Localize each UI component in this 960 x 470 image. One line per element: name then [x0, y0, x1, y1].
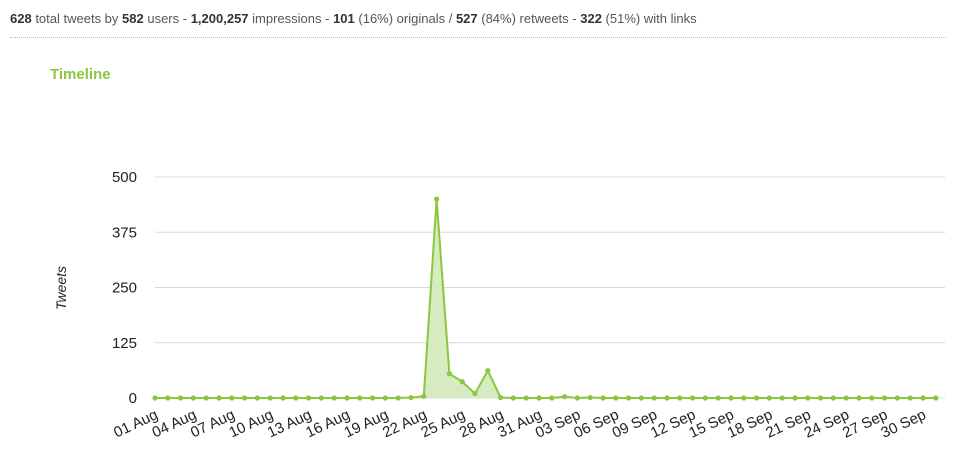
section-title: Timeline [50, 66, 111, 83]
data-point [395, 395, 401, 401]
data-point [894, 395, 901, 401]
data-point [869, 395, 875, 401]
data-point [779, 395, 785, 401]
y-tick-label: 375 [112, 224, 137, 241]
summary-divider [10, 37, 946, 38]
series-area-fill [155, 199, 936, 398]
data-point [370, 395, 376, 401]
data-point [523, 395, 529, 401]
y-tick-label: 125 [112, 335, 137, 352]
data-point [754, 395, 760, 401]
data-point [702, 395, 709, 401]
data-point [306, 395, 312, 401]
data-point [907, 395, 913, 401]
data-point [651, 395, 657, 401]
grid-lines [155, 176, 945, 399]
data-point [613, 395, 619, 401]
summary-line: 628 total tweets by 582 users - 1,200,25… [10, 11, 697, 26]
total-tweets-count: 628 [10, 11, 32, 26]
x-tick-label: 30 Sep [878, 406, 928, 442]
data-point [830, 395, 837, 401]
data-point [587, 394, 593, 401]
data-point [434, 196, 440, 202]
data-point [882, 395, 888, 401]
originals-label: (16%) originals / [354, 11, 456, 26]
data-point [766, 395, 773, 401]
data-point [472, 390, 478, 397]
y-tick-label: 500 [112, 169, 137, 186]
data-point [178, 395, 184, 401]
total-tweets-label: total tweets by [31, 11, 123, 26]
data-point [664, 395, 670, 401]
y-axis-ticks: 0 125 250 375 500 [112, 169, 137, 407]
users-label: users - [143, 11, 191, 26]
links-count: 322 [580, 11, 602, 26]
data-point [190, 395, 196, 401]
data-point [318, 395, 324, 401]
data-point [792, 395, 798, 401]
data-point [203, 395, 209, 401]
data-point [626, 395, 632, 401]
retweets-count: 527 [455, 11, 478, 26]
series-points [152, 196, 939, 401]
data-point [152, 395, 158, 401]
y-tick-label: 0 [129, 390, 137, 407]
data-point [485, 367, 491, 374]
data-point [741, 395, 747, 401]
retweets-label: (84%) retweets - [477, 11, 581, 26]
impressions-label: impressions - [248, 11, 334, 26]
data-point [216, 395, 222, 401]
data-point [818, 395, 824, 401]
impressions-count: 1,200,257 [190, 11, 249, 26]
data-point [280, 395, 286, 401]
series-line [155, 198, 936, 399]
data-point [344, 395, 350, 401]
data-point [728, 395, 734, 401]
data-point [574, 395, 581, 401]
data-point [933, 395, 939, 401]
y-tick-label: 250 [112, 280, 137, 297]
users-count: 582 [122, 11, 144, 26]
data-point [267, 395, 273, 401]
data-point [690, 395, 696, 401]
series-area [155, 198, 936, 399]
data-point [600, 395, 606, 401]
links-label: (51%) with links [601, 11, 697, 26]
data-point [536, 395, 542, 401]
data-point [421, 393, 427, 399]
data-point [459, 379, 465, 385]
data-point [677, 395, 683, 401]
y-axis-label: Tweets [53, 266, 69, 310]
data-point [843, 395, 849, 401]
data-point [920, 395, 926, 401]
data-point [510, 395, 516, 401]
data-point [242, 395, 248, 401]
data-point [498, 394, 504, 401]
data-point [229, 395, 235, 401]
data-point [446, 371, 452, 377]
data-point [357, 395, 363, 401]
data-point [856, 395, 862, 401]
originals-count: 101 [333, 11, 355, 26]
data-point [638, 395, 645, 401]
data-point [293, 395, 299, 401]
data-point [549, 395, 555, 401]
data-point [715, 395, 721, 401]
data-point [408, 394, 414, 401]
data-point [382, 395, 388, 401]
data-point [331, 395, 337, 401]
data-point [254, 395, 260, 401]
data-point [805, 395, 811, 401]
data-point [562, 394, 568, 400]
data-point [165, 395, 171, 401]
